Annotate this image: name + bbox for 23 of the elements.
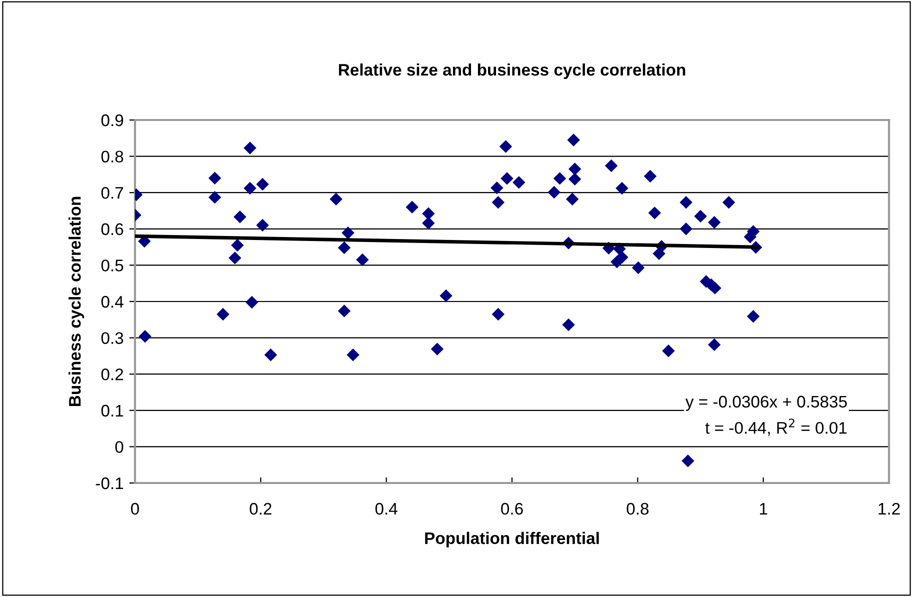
- y-tick-label: 0: [115, 441, 124, 453]
- annotation: y = -0.0306x + 0.5835: [685, 396, 847, 411]
- x-tick-label: 0.2: [250, 502, 272, 515]
- x-tick-label: 0.8: [626, 502, 649, 515]
- x-tick-label: 0.6: [501, 502, 523, 515]
- y-tick-label: 0.3: [101, 332, 124, 344]
- y-tick-label: 0.5: [101, 260, 124, 272]
- y-tick-label: 0.6: [101, 223, 124, 236]
- y-tick-label: -0.1: [96, 477, 124, 490]
- chart-title: Relative size and business cycle correlation: [338, 63, 686, 80]
- x-tick-label: 1: [760, 503, 768, 515]
- y-axis-title: Business cycle correlation: [68, 196, 84, 406]
- y-tick-label: 0.9: [101, 114, 124, 126]
- y-tick-label: 0.7: [101, 187, 124, 199]
- x-tick-label: 0: [131, 502, 139, 515]
- y-tick-label: 0.4: [101, 296, 124, 308]
- annotation: t = -0.44, R$^{2}$ = 0.01: [705, 418, 847, 436]
- x-axis-title: Population differential: [425, 532, 599, 548]
- y-tick-label: 0.2: [101, 368, 124, 380]
- x-tick-label: 1.2: [878, 502, 900, 515]
- y-tick-label: 0.8: [101, 150, 124, 163]
- x-tick-label: 0.4: [375, 502, 398, 515]
- y-tick-label: 0.1: [101, 404, 124, 417]
